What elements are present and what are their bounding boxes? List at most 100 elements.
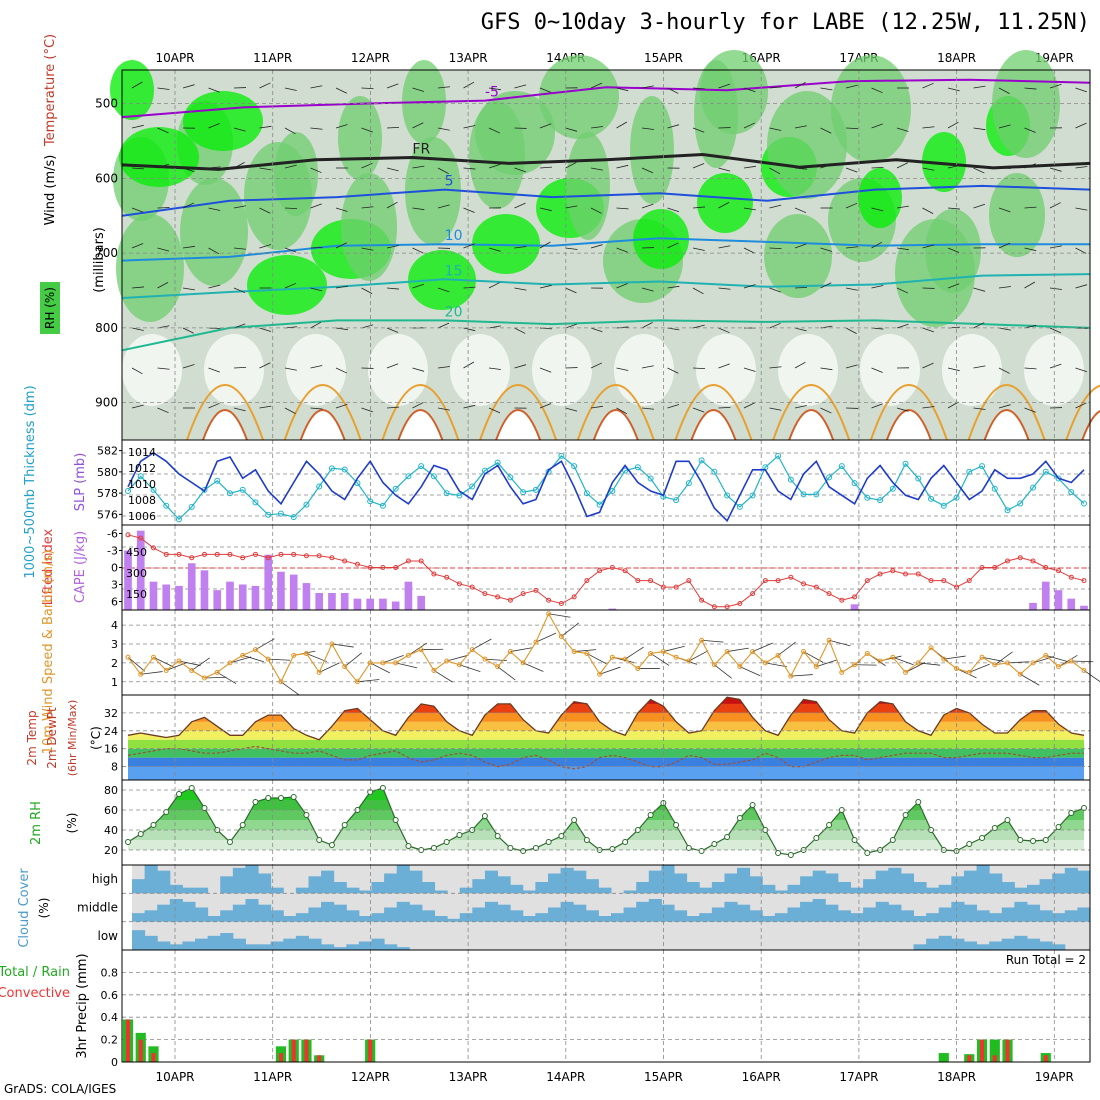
rh-point <box>571 817 578 823</box>
wind-barb <box>412 207 425 211</box>
wind-barb <box>794 327 807 332</box>
wind-barb <box>463 125 476 129</box>
wind-barb <box>131 167 144 170</box>
thickness-point <box>787 476 794 483</box>
thickness-point <box>813 491 820 498</box>
dry-patch <box>696 334 756 406</box>
wind-barb <box>769 287 781 293</box>
temp-contour <box>283 384 362 441</box>
cloud-cell <box>497 904 511 922</box>
cape-bar <box>200 570 209 610</box>
rh-patch <box>630 96 674 204</box>
wind-barb <box>692 287 704 295</box>
wind-barb <box>616 247 628 253</box>
wind-barb <box>820 164 833 169</box>
cloud-cell <box>258 944 272 950</box>
wind-barb <box>820 407 832 414</box>
wind-barb <box>233 205 246 209</box>
wind-barb <box>616 164 629 169</box>
cloud-cell <box>270 910 284 922</box>
li-point <box>125 532 131 538</box>
cloud-cell <box>812 899 826 922</box>
wind-point <box>495 664 501 670</box>
wind-barb <box>998 367 1010 374</box>
y-tick-label: 1006 <box>128 510 156 523</box>
wind-barb <box>335 285 348 289</box>
temp-contour <box>772 384 851 441</box>
li-point <box>992 565 998 570</box>
wind-barb <box>217 671 237 685</box>
wind-barb <box>437 86 450 89</box>
cloud-axis: high middle low <box>77 872 118 943</box>
wind-barb <box>641 127 654 130</box>
precip-convective-bar <box>368 1039 373 1062</box>
cape-bar <box>404 581 413 610</box>
wind-barb <box>386 245 399 249</box>
temp-contour <box>690 409 737 441</box>
cloud-cell <box>283 916 297 922</box>
cloud-cell <box>1064 867 1078 894</box>
thickness-point <box>163 502 170 509</box>
wind-barb <box>692 247 705 251</box>
li-point <box>329 555 335 561</box>
precip-convective-bar <box>979 1039 985 1062</box>
y-tick-label: 450 <box>126 546 147 559</box>
thickness-point <box>379 502 386 509</box>
wind-point <box>354 679 360 685</box>
thickness-point <box>1042 468 1049 475</box>
y-tick-label: 300 <box>126 567 147 580</box>
rh-point <box>265 795 272 801</box>
wind-point <box>864 650 870 656</box>
wind-barb <box>616 283 628 289</box>
precip-axis: 0.8 0.6 0.4 0.2 0 <box>101 966 119 1069</box>
pressure-axis-label: (millibars) <box>92 227 107 293</box>
cape-bar <box>302 583 311 610</box>
cloud-cell <box>258 904 272 922</box>
precip-frame <box>121 949 1091 1063</box>
cloud-cell <box>308 907 322 922</box>
wind-barb <box>667 207 680 213</box>
wind-barb <box>310 85 323 89</box>
wind-barb <box>752 642 773 652</box>
temp-contour <box>967 384 1046 441</box>
wind-barb <box>718 167 731 172</box>
precip-convective-bar <box>304 1039 309 1062</box>
li-point <box>813 584 819 590</box>
wind-barb <box>437 167 449 174</box>
thickness-point <box>1017 500 1024 507</box>
wind-barb <box>437 407 450 411</box>
wind-barb <box>922 167 935 171</box>
thickness-point <box>1068 489 1075 496</box>
cloud-cell <box>484 901 499 922</box>
rh-point <box>813 835 820 841</box>
rh-patch <box>922 132 966 192</box>
cloud-cell <box>900 910 915 922</box>
wind-barb <box>259 362 271 369</box>
rh-point <box>443 839 450 845</box>
wind-barb <box>412 122 424 129</box>
surface-temp-contours <box>186 384 1100 441</box>
cloud-cell <box>737 904 751 922</box>
li-point <box>686 578 692 584</box>
dry-patch <box>204 334 264 406</box>
rh-patch <box>119 127 199 187</box>
wind-barb <box>233 287 246 294</box>
y-tick-label: 3 <box>111 638 118 651</box>
thickness-point <box>724 492 731 499</box>
wind-point <box>1056 664 1062 670</box>
wind-barb <box>718 287 731 290</box>
rh-patch <box>338 96 382 180</box>
wind-point <box>635 666 641 672</box>
cloud-cell <box>926 887 940 894</box>
wind-barb <box>718 327 730 334</box>
wind-barb <box>131 124 144 129</box>
temp-contour <box>495 409 542 441</box>
wind-barb <box>565 247 578 250</box>
li-point <box>1068 574 1074 580</box>
thickness-point <box>290 514 297 521</box>
cloud-cell <box>837 910 851 922</box>
thickness-line <box>127 454 1085 521</box>
cape-bar <box>149 581 158 610</box>
wind-barb <box>131 367 143 375</box>
li-point <box>954 584 960 590</box>
